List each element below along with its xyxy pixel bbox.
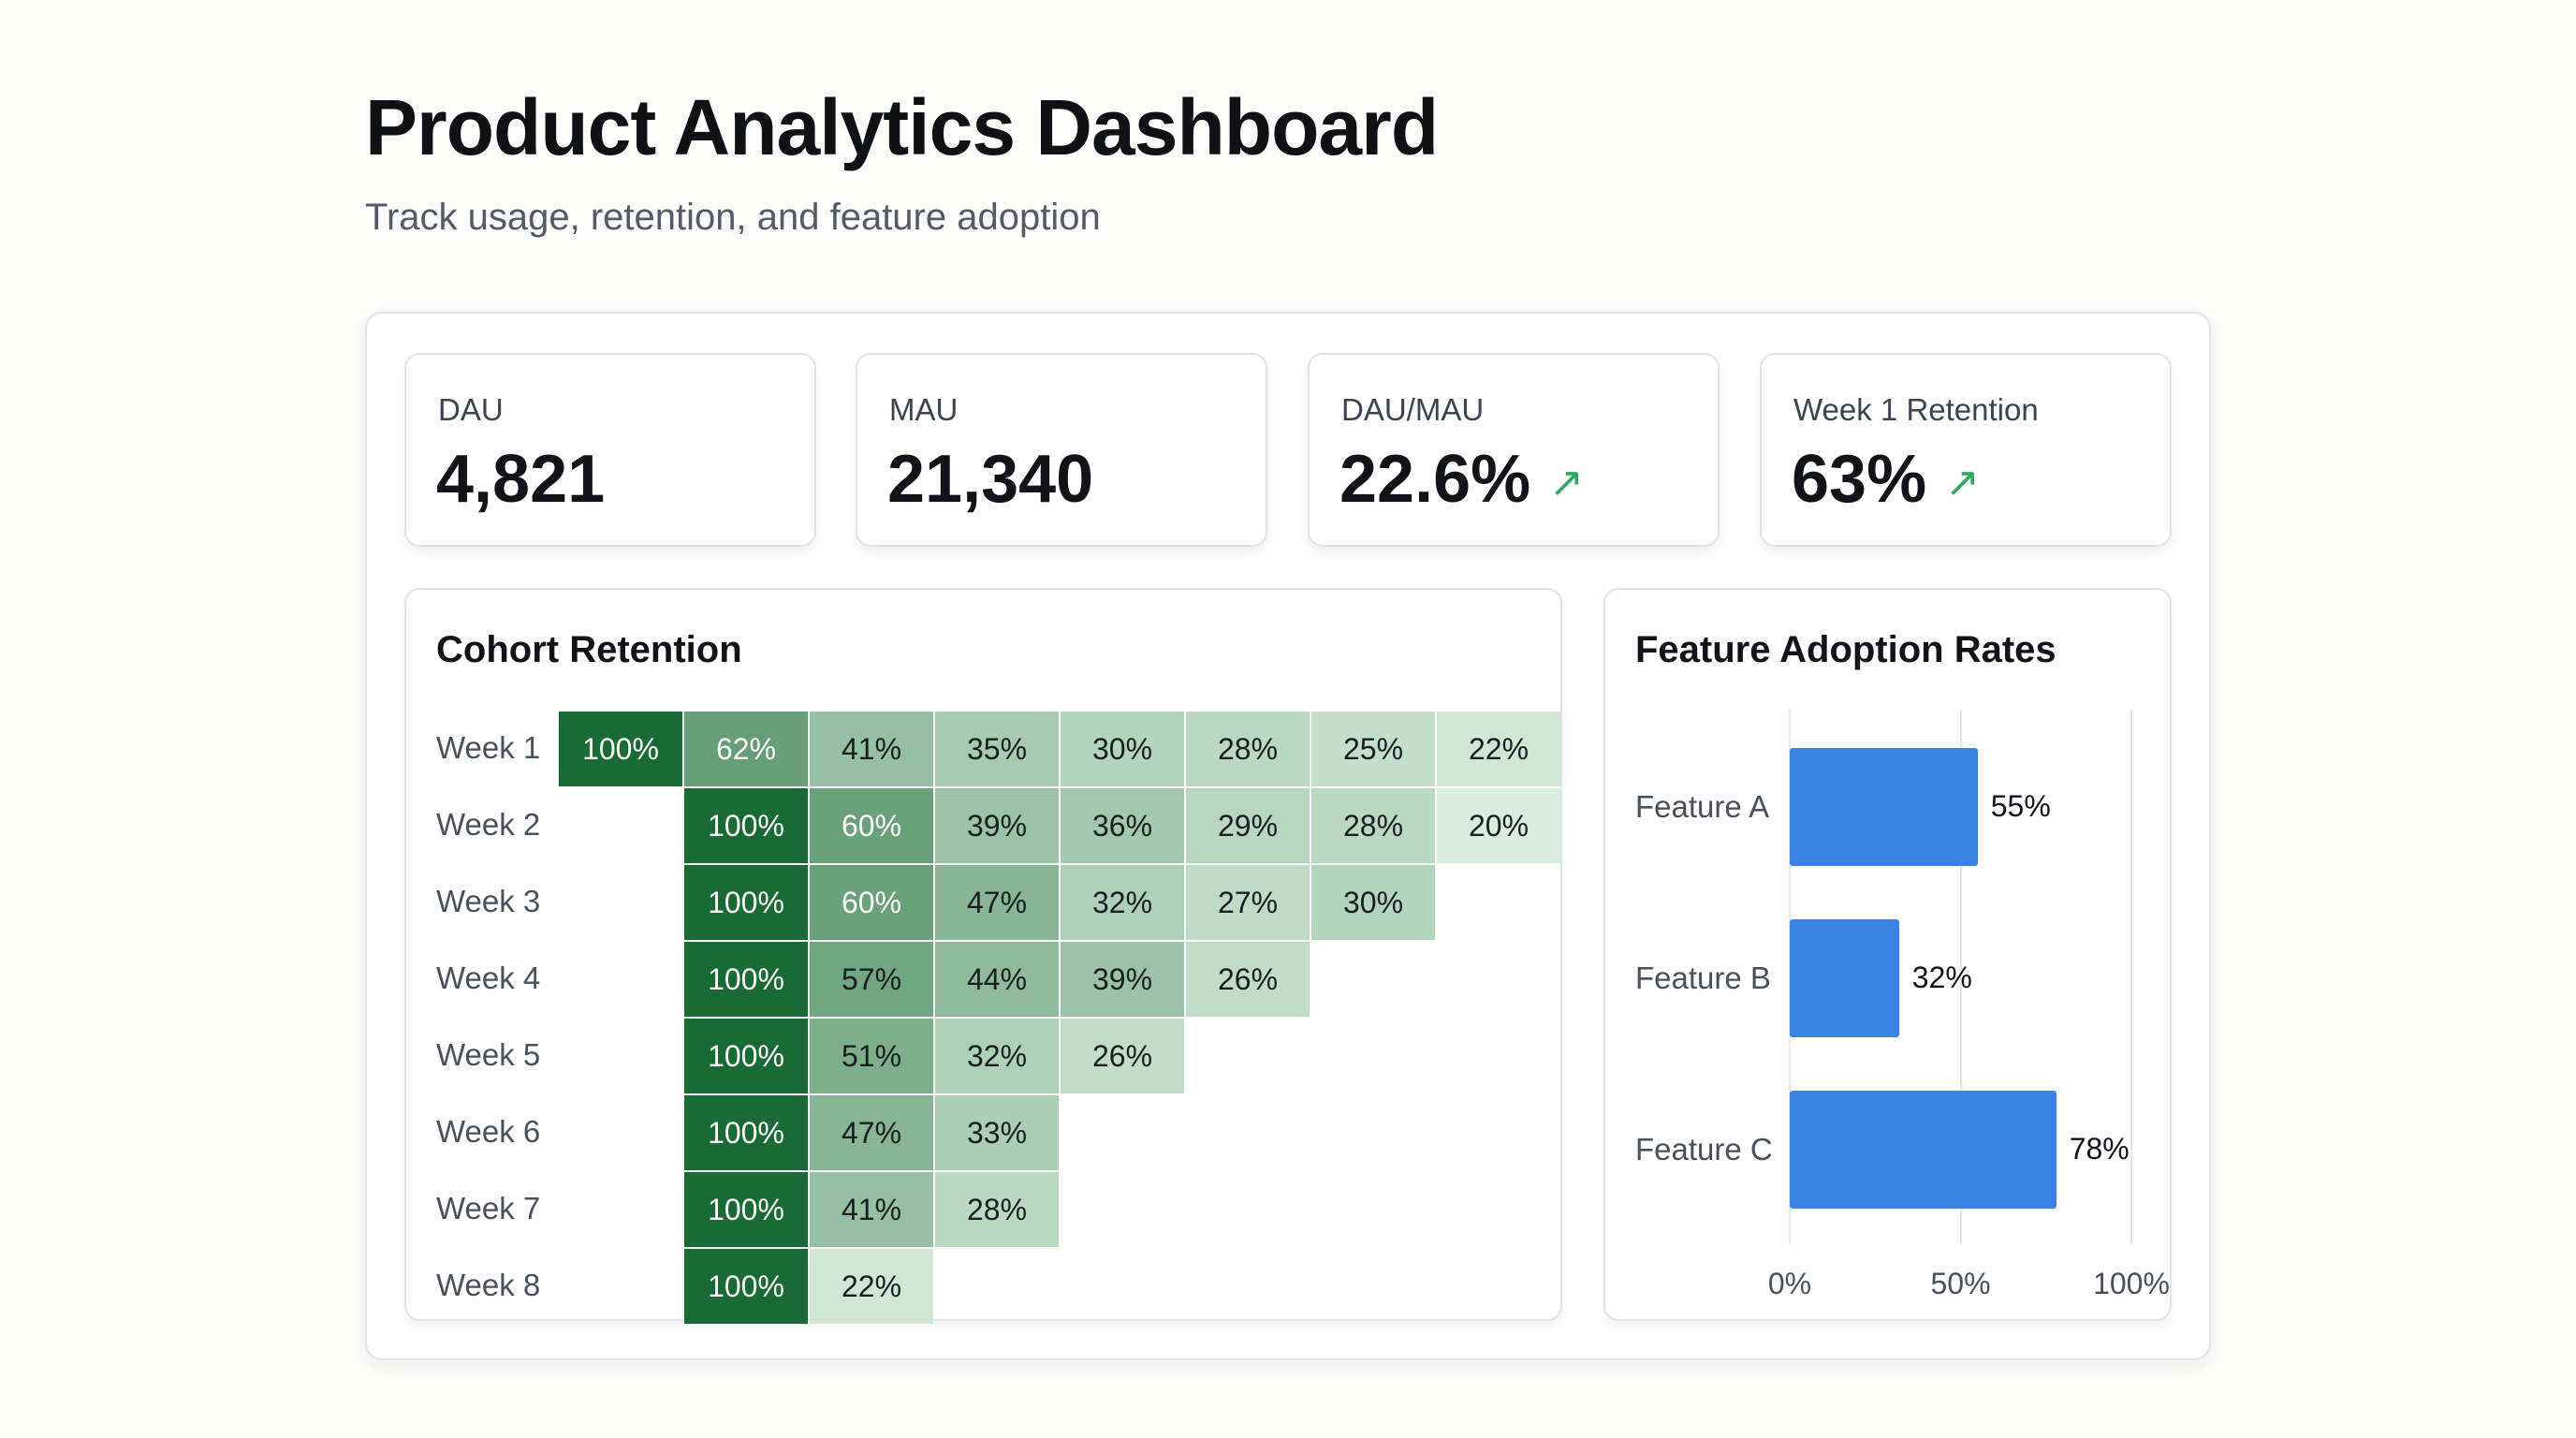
cohort-retention-panel: Cohort Retention Week 1 100% 62% 41% 35% 30% 2… [404, 588, 1562, 1324]
heatmap-cell: 30% [1061, 712, 1184, 786]
heatmap-cell: 100% [684, 865, 808, 940]
gridline [1959, 710, 1962, 1244]
heatmap-cell: 62% [684, 712, 808, 786]
heatmap-cell: 26% [1061, 1019, 1184, 1093]
heatmap-cell: 28% [1311, 788, 1435, 863]
heatmap-cell: 22% [810, 1249, 933, 1324]
kpi-value: 21,340 [887, 442, 1094, 517]
heatmap-cell: 100% [559, 712, 682, 786]
heatmap-cell: 36% [1061, 788, 1184, 863]
heatmap-cell: 27% [1186, 865, 1310, 940]
cohort-row-label: Week 7 [436, 1191, 541, 1225]
heatmap-cell: 30% [1311, 865, 1435, 940]
cohort-row-label: Week 2 [436, 807, 541, 842]
cohort-row-label: Week 1 [436, 730, 541, 765]
heatmap-cell: 60% [810, 788, 933, 863]
kpi-value: 4,821 [436, 442, 606, 517]
heatmap-cell: 100% [684, 942, 808, 1017]
heatmap-cell: 39% [935, 788, 1059, 863]
kpi-label: MAU [889, 392, 959, 427]
heatmap-cell: 35% [935, 712, 1059, 786]
cohort-row-label: Week 6 [436, 1114, 541, 1149]
bar-category-label: Feature B [1635, 961, 1771, 995]
heatmap-cell: 22% [1437, 712, 1560, 786]
bar-value-label: 78% [2069, 1132, 2130, 1166]
page-title: Product Analytics Dashboard [365, 83, 1439, 171]
bar-value-label: 55% [1990, 789, 2051, 823]
feature-adoption-panel: Feature Adoption Rates 0% 50% 100% Feature … [1603, 588, 2172, 1321]
trend-up-icon: ↗ [1945, 459, 1980, 506]
heatmap-cell: 33% [935, 1095, 1059, 1170]
cohort-row-label: Week 3 [436, 884, 541, 918]
bar-feature-c [1790, 1091, 2056, 1209]
x-tick-label: 0% [1767, 1267, 1812, 1300]
heatmap-cell: 47% [810, 1095, 933, 1170]
kpi-value: 22.6% [1339, 442, 1531, 517]
bar-feature-a [1790, 748, 1978, 866]
gridline [2130, 710, 2132, 1244]
bar-category-label: Feature A [1635, 789, 1770, 824]
heatmap-cell: 60% [810, 865, 933, 940]
heatmap-cell: 25% [1311, 712, 1435, 786]
page-subtitle: Track usage, retention, and feature adop… [365, 197, 1101, 238]
bar-feature-b [1790, 919, 1899, 1037]
heatmap-cell: 28% [935, 1172, 1059, 1247]
kpi-card-dau-mau: DAU/MAU 22.6% ↗ [1308, 353, 1720, 547]
heatmap-cell: 51% [810, 1019, 933, 1093]
x-tick-label: 100% [2093, 1267, 2170, 1300]
heatmap-cell: 47% [935, 865, 1059, 940]
kpi-label: Week 1 Retention [1793, 392, 2039, 427]
heatmap-cell: 57% [810, 942, 933, 1017]
kpi-label: DAU/MAU [1341, 392, 1485, 427]
heatmap-cell: 26% [1186, 942, 1310, 1017]
heatmap-cell: 20% [1437, 788, 1560, 863]
heatmap-cell: 100% [684, 1095, 808, 1170]
panel-title: Cohort Retention [436, 629, 742, 670]
kpi-value: 63% [1792, 442, 1927, 517]
heatmap-cell: 32% [935, 1019, 1059, 1093]
chart-title: Feature Adoption Rates [1635, 629, 2056, 670]
heatmap-cell: 39% [1061, 942, 1184, 1017]
heatmap-cell: 44% [935, 942, 1059, 1017]
bar-value-label: 32% [1911, 961, 1972, 994]
kpi-label: DAU [438, 392, 504, 427]
heatmap-cell: 100% [684, 1019, 808, 1093]
x-tick-label: 50% [1930, 1267, 1991, 1300]
kpi-card-week1-retention: Week 1 Retention 63% ↗ [1760, 353, 2172, 547]
bar-category-label: Feature C [1635, 1132, 1773, 1167]
heatmap-cell: 100% [684, 1172, 808, 1247]
cohort-row-label: Week 5 [436, 1037, 541, 1072]
heatmap-cell: 29% [1186, 788, 1310, 863]
cohort-row-label: Week 4 [436, 961, 541, 995]
heatmap-cell: 41% [810, 1172, 933, 1247]
heatmap-cell: 100% [684, 1249, 808, 1324]
cohort-row-label: Week 8 [436, 1268, 541, 1302]
trend-up-icon: ↗ [1549, 459, 1585, 506]
heatmap-cell: 100% [684, 788, 808, 863]
kpi-card-dau: DAU 4,821 [404, 353, 816, 547]
heatmap-cell: 32% [1061, 865, 1184, 940]
heatmap-cell: 28% [1186, 712, 1310, 786]
kpi-card-mau: MAU 21,340 [856, 353, 1267, 547]
heatmap-cell: 41% [810, 712, 933, 786]
